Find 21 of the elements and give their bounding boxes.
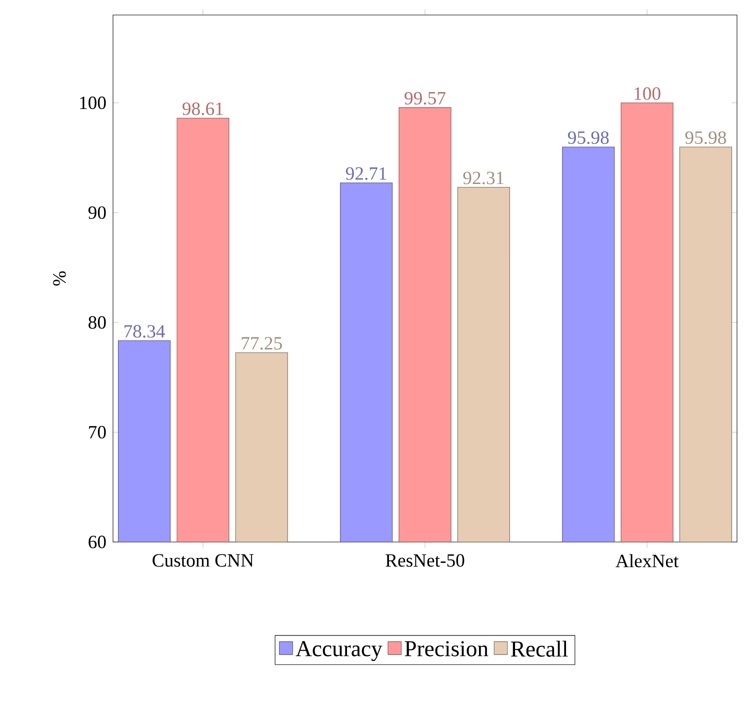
y-tick-label: 90 xyxy=(88,206,106,219)
data-label: 95.98 xyxy=(568,131,609,144)
x-tick-label: ResNet-50 xyxy=(386,554,464,567)
y-tick-label: 80 xyxy=(88,316,106,329)
data-label: 99.57 xyxy=(404,92,446,105)
y-tick-label: 70 xyxy=(89,426,106,438)
data-label: 95.98 xyxy=(685,131,726,144)
data-label: 77.25 xyxy=(242,337,282,350)
data-label: 92.31 xyxy=(463,172,504,184)
y-axis-title: % xyxy=(53,271,66,286)
data-label: 92.71 xyxy=(346,167,386,180)
data-label: 100 xyxy=(634,87,660,100)
legend-label: Precision xyxy=(404,641,488,656)
y-tick-label: 100 xyxy=(80,96,106,110)
legend-label: Recall xyxy=(511,640,568,657)
data-label: 78.34 xyxy=(124,325,165,338)
y-tick-label: 60 xyxy=(88,536,106,548)
x-tick-label: AlexNet xyxy=(616,554,679,568)
legend-label: Accuracy xyxy=(296,641,382,661)
x-tick-label: Custom CNN xyxy=(152,554,254,567)
data-label: 98.61 xyxy=(182,102,223,116)
